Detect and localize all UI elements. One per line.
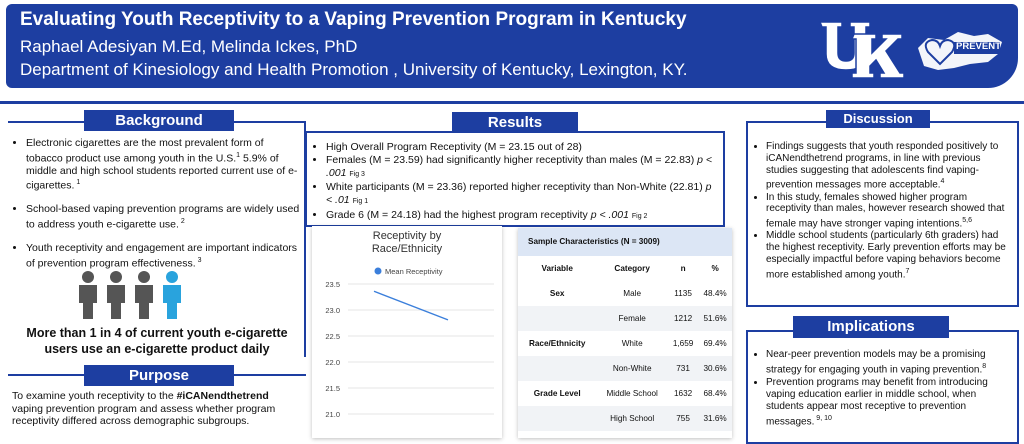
discussion-heading: Discussion — [826, 110, 930, 128]
poster-authors: Raphael Adesiyan M.Ed, Melinda Ickes, Ph… — [20, 37, 358, 56]
implications-heading-text: Implications — [827, 318, 915, 335]
results-summary-box — [305, 131, 725, 227]
legend-marker — [374, 267, 382, 275]
table-cell — [518, 356, 597, 381]
sample-table-card: Sample Characteristics (N = 3009) Variab… — [518, 228, 732, 438]
y-tick-label: 22.5 — [325, 332, 340, 341]
results-heading-text: Results — [487, 114, 543, 131]
implications-heading: Implications — [793, 316, 949, 338]
table-cell: 755 — [668, 406, 699, 431]
statistic-callout: More than 1 in 4 of current youth e-ciga… — [26, 326, 288, 356]
person-icon — [135, 271, 153, 319]
person-highlight-icon — [163, 271, 181, 319]
implications-bullets: Near-peer prevention models may be a pro… — [752, 349, 1012, 429]
table-cell: Middle School — [606, 389, 658, 398]
discussion-panel — [746, 121, 1019, 307]
background-heading-text: Background — [115, 112, 203, 129]
table-row: Grade Level Middle School 1632 68.4% — [518, 381, 732, 406]
background-bullet: Youth receptivity and engagement are imp… — [26, 242, 300, 270]
implications-bullet: Near-peer prevention models may be a pro… — [766, 349, 1012, 377]
discussion-bullet: Findings suggests that youth responded p… — [766, 141, 1012, 192]
table-cell: Race/Ethnicity — [528, 339, 586, 348]
table-cell: Sex — [549, 289, 565, 298]
table-row: Sex Male 1135 48.4% — [518, 281, 732, 306]
table-cell: Non-White — [596, 356, 668, 381]
results-bullet: Grade 6 (M = 24.18) had the highest prog… — [326, 209, 714, 224]
y-tick-label: 23.0 — [325, 306, 340, 315]
background-bullet: School-based vaping prevention programs … — [26, 203, 300, 231]
table-cell: 48.4% — [703, 289, 727, 298]
table-cell: 1212 — [668, 306, 699, 331]
header-divider — [0, 101, 1024, 104]
table-cell: Variable — [541, 264, 573, 273]
results-bullet: White participants (M = 23.36) reported … — [326, 181, 714, 209]
header-band — [6, 4, 1018, 88]
purpose-text: To examine youth receptivity to the #iCA… — [12, 390, 276, 428]
purpose-heading: Purpose — [84, 365, 234, 386]
table-cell — [518, 306, 597, 331]
discussion-bullets: Findings suggests that youth responded p… — [752, 141, 1012, 281]
table-cell: 51.6% — [698, 306, 732, 331]
receptivity-chart-card: Receptivity by Race/Ethnicity 23.5 23.0 22… — [312, 226, 502, 438]
background-heading: Background — [84, 110, 234, 131]
results-heading: Results — [452, 112, 578, 134]
table-cell: 1,659 — [672, 339, 694, 348]
chart-title: Receptivity by Race/Ethnicity — [371, 230, 443, 255]
table-cell: High School — [596, 406, 668, 431]
poster-department: Department of Kinesiology and Health Pro… — [20, 60, 688, 79]
person-icon — [107, 271, 125, 319]
prevent-logo-text: PREVENT — [956, 41, 1001, 52]
uk-logo — [818, 21, 905, 79]
background-bullets: Electronic cigarettes are the most preva… — [12, 137, 300, 270]
people-icon-row — [79, 271, 181, 319]
table-cell: 1632 — [673, 389, 693, 398]
table-cell: 69.4% — [703, 339, 727, 348]
prevent-logo: PREVENT — [914, 26, 1006, 80]
table-row: Race/Ethnicity White 1,659 69.4% — [518, 331, 732, 356]
table-cell: Female — [596, 306, 668, 331]
table-row: High School 755 31.6% — [518, 406, 732, 431]
y-tick-label: 21.5 — [325, 384, 340, 393]
table-cell: Male — [623, 289, 642, 298]
y-tick-label: 23.5 — [325, 280, 340, 289]
table-header-row: Variable Category n% — [518, 256, 732, 281]
results-bullet: Females (M = 23.59) had significantly hi… — [326, 154, 714, 182]
kentucky-map-icon — [918, 32, 1002, 70]
table-cell: Category — [614, 264, 650, 273]
implications-bullet: Prevention programs may benefit from int… — [766, 377, 1012, 429]
results-bullets: High Overall Program Receptivity (M = 23… — [312, 141, 714, 224]
table-cell: n — [680, 264, 686, 273]
person-icon — [79, 271, 97, 319]
table-cell: 68.4% — [703, 389, 727, 398]
legend-label: Mean Receptivity — [385, 267, 443, 276]
table-cell: 1135 — [674, 289, 692, 298]
table-cell: 31.6% — [698, 406, 732, 431]
table-cell: 731 — [668, 356, 699, 381]
series-line — [373, 290, 449, 321]
discussion-bullet: Middle school students (particularly 6th… — [766, 230, 1012, 281]
sample-table: Variable Category n% Sex Male 1135 48.4% Female… — [518, 256, 732, 431]
poster-header: Evaluating Youth Receptivity to a Vaping… — [0, 0, 1024, 100]
poster-title: Evaluating Youth Receptivity to a Vaping… — [20, 9, 687, 30]
discussion-bullet: In this study, females showed higher pro… — [766, 192, 1012, 231]
table-cell — [518, 406, 597, 431]
table-row: Non-White 731 30.6% — [518, 356, 732, 381]
results-bullet: High Overall Program Receptivity (M = 23… — [326, 141, 714, 154]
y-tick-label: 22.0 — [325, 358, 340, 367]
table-row: Female 1212 51.6% — [518, 306, 732, 331]
y-tick-label: 21.0 — [325, 410, 340, 419]
sample-table-title: Sample Characteristics (N = 3009) — [518, 228, 732, 256]
background-panel — [8, 121, 306, 357]
table-cell: 30.6% — [698, 356, 732, 381]
table-cell: White — [621, 339, 643, 348]
purpose-heading-text: Purpose — [128, 367, 189, 384]
table-cell: Grade Level — [533, 389, 581, 398]
receptivity-line-chart: 23.5 23.0 22.5 22.0 21.5 21.0 Mean Receptivity — [325, 267, 494, 419]
table-cell: % — [711, 264, 719, 273]
background-bullet: Electronic cigarettes are the most preva… — [26, 137, 300, 192]
discussion-heading-text: Discussion — [843, 111, 913, 126]
